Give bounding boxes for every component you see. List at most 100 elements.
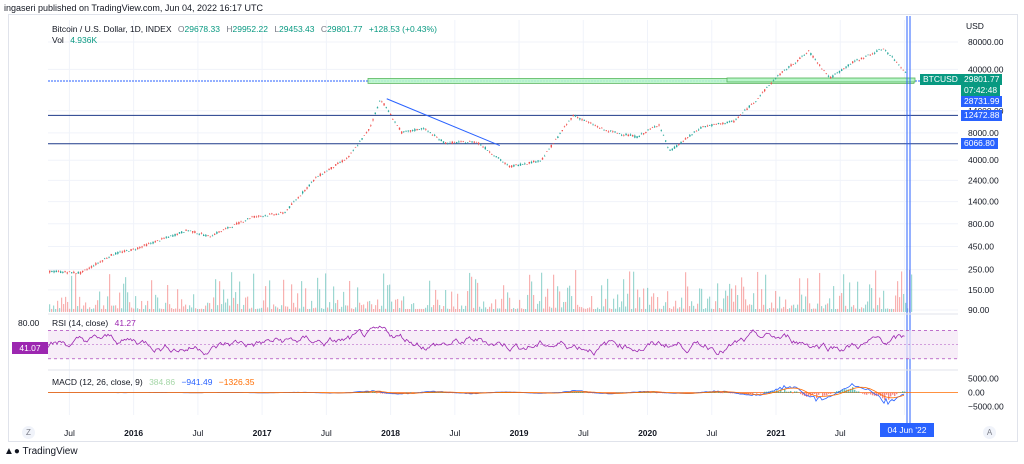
candle-body (460, 141, 462, 142)
candle-body (60, 271, 62, 273)
candle-body (766, 87, 768, 88)
auto-scale-button[interactable]: A (983, 426, 996, 439)
volume-bar (129, 302, 131, 312)
macd-label: MACD (12, 26, close, 9) (52, 377, 143, 387)
candle-body (638, 135, 640, 137)
candle-body (902, 69, 904, 71)
candle-body (748, 105, 750, 108)
volume-bar (549, 306, 551, 312)
candle-body (167, 236, 170, 238)
volume-bar (831, 308, 833, 312)
candle-body (693, 131, 695, 133)
candle-body (656, 126, 658, 127)
volume-bar (421, 308, 423, 312)
volume-bar (807, 278, 809, 312)
volume-bar (495, 299, 497, 312)
volume-bar (401, 300, 403, 312)
volume-bar (705, 308, 707, 312)
volume-bar (599, 308, 601, 312)
volume-bar (847, 308, 849, 312)
macd-hist-bar (822, 392, 824, 397)
volume-bar (753, 293, 755, 312)
macd-line-value: −941.49 (181, 377, 213, 387)
candle-body (90, 266, 93, 268)
volume-bar (319, 289, 321, 312)
candle-body (812, 55, 814, 58)
volume-bar (289, 308, 291, 312)
volume-bar (111, 305, 113, 312)
candle-body (277, 213, 280, 215)
macd-tick-label: 5000.00 (968, 374, 999, 384)
volume-bar (219, 281, 221, 312)
volume-bar (441, 308, 443, 312)
volume-bar (155, 294, 157, 312)
volume-bar (175, 308, 177, 312)
candle-body (293, 201, 295, 203)
candle-body (530, 161, 533, 164)
zoom-button[interactable]: Z (22, 426, 35, 439)
macd-hist-bar (856, 391, 858, 393)
volume-bar (793, 304, 795, 312)
volume-bar (529, 274, 531, 312)
volume-bar (419, 308, 421, 312)
macd-hist-bar (376, 392, 378, 394)
candle-body (546, 151, 548, 152)
volume-bar (221, 304, 223, 312)
candle-body (442, 141, 445, 143)
candle-body (295, 199, 297, 201)
volume-bar (329, 302, 331, 312)
candle-body (244, 220, 247, 222)
volume-bar (673, 306, 675, 312)
low-label: L (274, 24, 280, 34)
macd-hist-bar (902, 391, 904, 393)
candle-body (896, 61, 898, 63)
candle-body (731, 120, 733, 122)
footer-brand-text: TradingView (22, 446, 78, 457)
candle-body (262, 215, 264, 217)
volume-bar (345, 305, 347, 312)
volume-bar (801, 294, 803, 312)
candle-body (106, 258, 108, 259)
volume-bar (73, 308, 75, 312)
volume-bar (461, 305, 463, 312)
candle-body (275, 213, 277, 215)
volume-bar (719, 308, 721, 312)
volume-bar (475, 279, 477, 312)
volume-bar (197, 308, 199, 312)
volume-bar (883, 290, 885, 312)
candle-body (680, 142, 682, 144)
volume-bar (63, 304, 65, 312)
candle-body (596, 126, 599, 128)
candle-body (882, 48, 885, 50)
candle-body (506, 164, 508, 166)
volume-bar (371, 304, 373, 312)
volume-bar (239, 281, 241, 312)
candle-body (317, 176, 319, 177)
volume-bar (763, 304, 765, 312)
candle-body (121, 251, 123, 253)
macd-hist-bar (814, 392, 816, 394)
volume-bar (901, 271, 903, 312)
volume-bar (429, 280, 431, 312)
candle-body (354, 147, 357, 148)
volume-bar (885, 308, 887, 312)
candle-body (174, 233, 176, 236)
level-tag-3: 6066.80 (961, 138, 998, 149)
candle-body (808, 50, 810, 52)
candle-body (119, 251, 121, 253)
candle-body (900, 67, 902, 69)
volume-bar (903, 293, 905, 312)
volume-bar (685, 272, 687, 312)
candle-body (148, 243, 150, 244)
volume-bar (681, 297, 683, 312)
volume-bar (823, 308, 825, 312)
macd-hist-bar (726, 392, 728, 393)
volume-bar (907, 308, 909, 312)
volume-bar (509, 297, 511, 312)
volume-bar (95, 304, 97, 312)
candle-body (555, 139, 557, 140)
candle-body (55, 270, 57, 273)
volume-bar (361, 305, 363, 312)
candle-body (458, 141, 460, 143)
